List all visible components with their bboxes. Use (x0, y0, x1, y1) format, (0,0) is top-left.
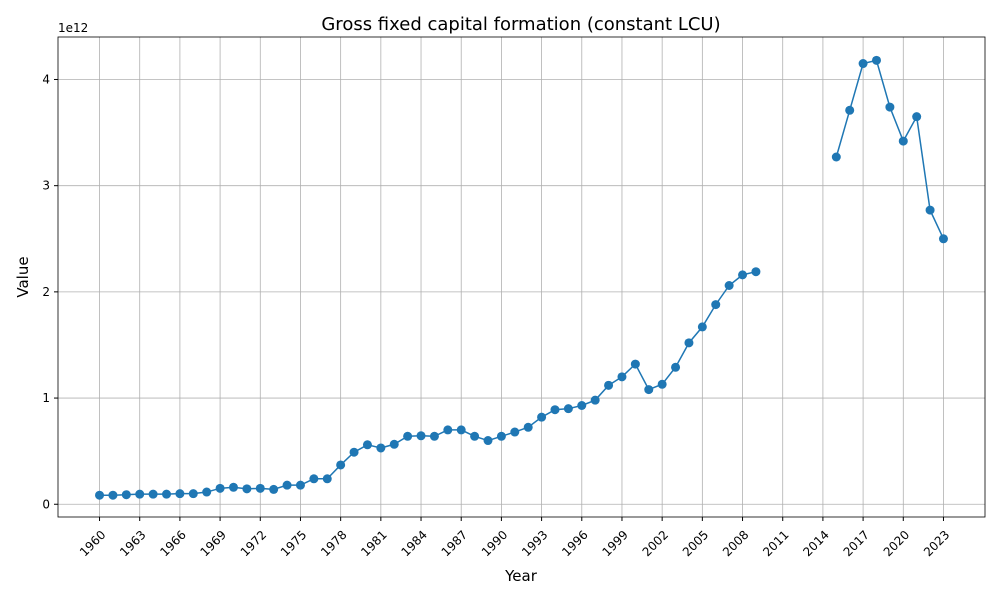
y-tick-label: 2 (42, 285, 50, 299)
x-tick-label: 1960 (77, 528, 108, 559)
data-point (483, 436, 493, 446)
data-point (255, 483, 265, 493)
data-point (121, 490, 131, 500)
data-point (416, 431, 426, 441)
data-point (295, 480, 305, 490)
data-point (537, 412, 547, 422)
data-point (175, 489, 185, 499)
data-point (938, 234, 948, 244)
data-point (148, 489, 158, 499)
data-point (403, 431, 413, 441)
data-point (577, 400, 587, 410)
x-tick-label: 1981 (358, 528, 389, 559)
x-tick-label: 2014 (800, 528, 831, 559)
data-point (202, 487, 212, 497)
data-point (871, 55, 881, 65)
x-tick-label: 1996 (559, 528, 590, 559)
x-tick-label: 1969 (198, 528, 229, 559)
y-axis-label: Value (14, 256, 32, 297)
data-point (228, 482, 238, 492)
data-point (898, 136, 908, 146)
y-tick-label: 3 (42, 179, 50, 193)
data-point (711, 300, 721, 310)
data-point (657, 379, 667, 389)
data-point (617, 372, 627, 382)
data-point (362, 440, 372, 450)
x-tick-label: 2002 (640, 528, 671, 559)
x-tick-label: 1966 (157, 528, 188, 559)
data-point (215, 483, 225, 493)
x-tick-label: 2020 (881, 528, 912, 559)
x-tick-label: 2011 (760, 528, 791, 559)
data-point (309, 474, 319, 484)
x-tick-label: 1987 (439, 528, 470, 559)
data-point (563, 404, 573, 414)
x-tick-label: 2008 (720, 528, 751, 559)
data-point (510, 427, 520, 437)
y-tick-label: 0 (42, 497, 50, 511)
data-point (242, 484, 252, 494)
x-tick-label: 1972 (238, 528, 269, 559)
data-point (590, 395, 600, 405)
y-tick-label: 4 (42, 72, 50, 86)
data-point (336, 460, 346, 470)
x-tick-label: 2017 (841, 528, 872, 559)
x-tick-label: 2005 (680, 528, 711, 559)
data-point (349, 447, 359, 457)
x-tick-label: 1984 (398, 528, 429, 559)
data-point (108, 490, 118, 500)
x-tick-label: 1990 (479, 528, 510, 559)
data-point (269, 484, 279, 494)
data-point (496, 431, 506, 441)
data-point (389, 439, 399, 449)
data-point (376, 443, 386, 453)
x-tick-label: 1993 (519, 528, 550, 559)
x-tick-label: 1999 (599, 528, 630, 559)
data-point (912, 112, 922, 122)
data-point (456, 425, 466, 435)
data-point (135, 489, 145, 499)
data-line (99, 59, 945, 496)
data-point (604, 380, 614, 390)
data-point (95, 490, 105, 500)
data-point (523, 422, 533, 432)
x-tick-label: 1975 (278, 528, 309, 559)
chart-title: Gross fixed capital formation (constant … (321, 14, 720, 35)
data-point (470, 431, 480, 441)
y-offset-label: 1e12 (58, 21, 88, 35)
data-point (443, 425, 453, 435)
data-point (671, 362, 681, 372)
y-tick-label: 1 (42, 391, 50, 405)
data-point (845, 105, 855, 115)
data-point (550, 405, 560, 415)
data-point (684, 338, 694, 348)
data-point (724, 280, 734, 290)
x-tick-label: 2023 (921, 528, 952, 559)
data-point (162, 489, 172, 499)
data-point (429, 431, 439, 441)
plot-frame (57, 36, 986, 518)
data-point (322, 474, 332, 484)
data-point (697, 322, 707, 332)
data-point (188, 489, 198, 499)
data-point (630, 359, 640, 369)
data-point (644, 385, 654, 395)
data-point (925, 205, 935, 215)
x-axis-label: Year (504, 567, 538, 585)
data-point (282, 480, 292, 490)
data-point (831, 152, 841, 162)
x-tick-label: 1978 (318, 528, 349, 559)
data-point (738, 270, 748, 280)
data-point (885, 102, 895, 112)
x-tick-label: 1963 (117, 528, 148, 559)
data-point (751, 267, 761, 277)
data-point (858, 59, 868, 69)
